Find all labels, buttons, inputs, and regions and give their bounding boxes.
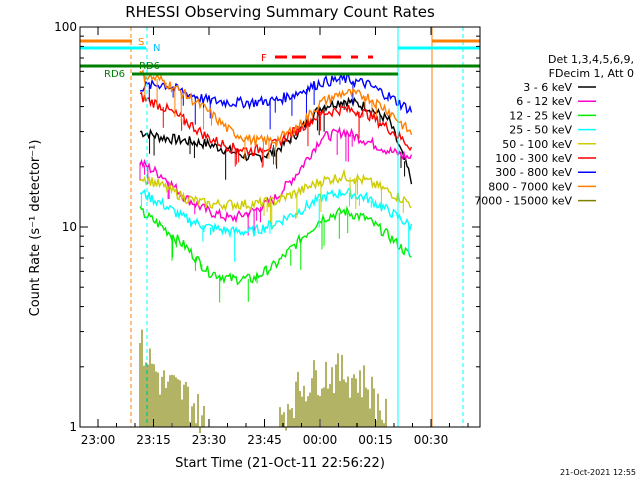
flag-label: RD6 (104, 69, 125, 80)
legend-label: 6 - 12 keV (516, 95, 572, 108)
legend-label: 50 - 100 keV (502, 138, 572, 151)
x-tick-label: 00:00 (303, 433, 338, 447)
legend-label: 7000 - 15000 keV (474, 195, 572, 208)
x-axis-label: Start Time (21-Oct-11 22:56:22) (175, 456, 385, 471)
x-tick-label: 23:30 (192, 433, 227, 447)
y-axis-label: Count Rate (s⁻¹ detector⁻¹) (28, 140, 43, 317)
legend-label: 12 - 25 keV (509, 109, 572, 122)
legend-label: 25 - 50 keV (509, 124, 572, 137)
series-25-50-kev (139, 187, 413, 262)
series-800-7000-kev (139, 68, 413, 167)
flag-label: S (138, 37, 144, 48)
legend-label: 3 - 6 keV (523, 81, 572, 94)
legend-header-1: Det 1,3,4,5,6,9, (548, 53, 634, 66)
flag-label: F (261, 53, 267, 64)
chart-title: RHESSI Observing Summary Count Rates (125, 3, 435, 21)
legend-label: 800 - 7000 keV (488, 180, 572, 193)
y-tick-label: 10 (62, 220, 77, 234)
series-trace (139, 91, 413, 157)
flag-label: RD6 (139, 61, 160, 72)
x-tick-label: 00:15 (358, 433, 393, 447)
series-trace (139, 187, 413, 239)
legend-label: 100 - 300 keV (495, 152, 572, 165)
series-100-300-kev (139, 91, 413, 168)
footer-date: 21-Oct-2021 12:55 (560, 468, 636, 477)
x-tick-label: 23:45 (247, 433, 282, 447)
x-tick-label: 23:00 (81, 433, 116, 447)
x-tick-label: 00:30 (414, 433, 449, 447)
legend-label: 300 - 800 keV (495, 166, 572, 179)
series-trace (139, 205, 412, 286)
series-7000-15000-kev (139, 329, 387, 434)
legend-header-2: FDecim 1, Att 0 (549, 67, 634, 80)
y-tick-label: 100 (54, 20, 77, 34)
y-tick-label: 1 (69, 420, 77, 434)
x-tick-label: 23:15 (136, 433, 171, 447)
flag-label: N (153, 43, 160, 54)
series-trace (139, 168, 412, 212)
series-12-25-kev (139, 205, 412, 303)
series-50-100-kev (139, 168, 412, 230)
